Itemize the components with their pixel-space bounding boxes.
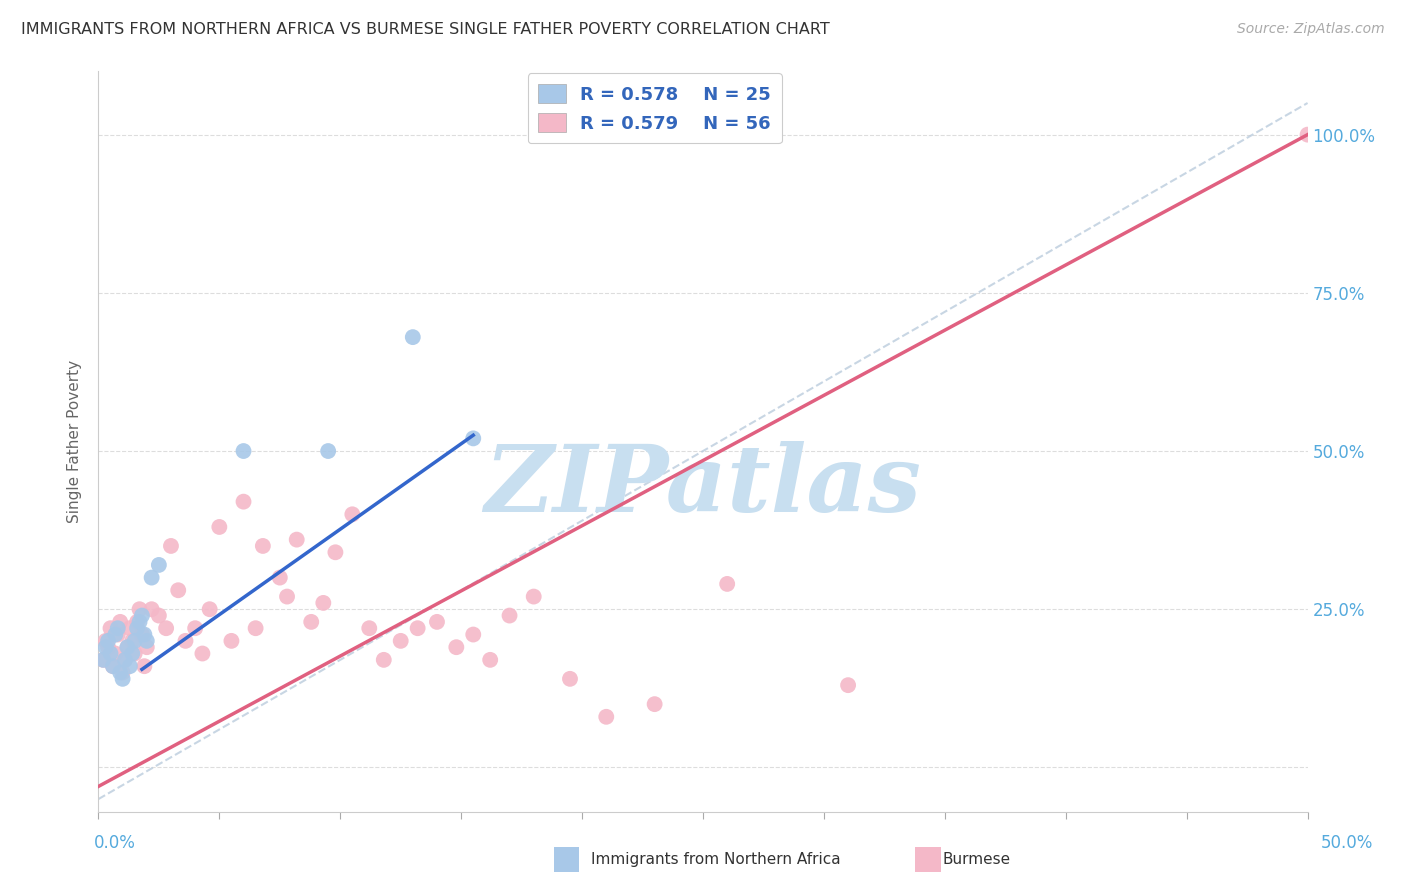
Point [155, 621, 177, 635]
Text: IMMIGRANTS FROM NORTHERN AFRICA VS BURMESE SINGLE FATHER POVERTY CORRELATION CHA: IMMIGRANTS FROM NORTHERN AFRICA VS BURME… [21, 22, 830, 37]
Text: 0.0%: 0.0% [94, 834, 136, 852]
Point [252, 539, 274, 553]
Text: Immigrants from Northern Africa: Immigrants from Northern Africa [591, 853, 841, 867]
Point [644, 697, 666, 711]
Point [104, 627, 127, 641]
Point [1296, 128, 1319, 142]
Point [312, 596, 335, 610]
Point [463, 431, 485, 445]
Point [101, 659, 124, 673]
Point [124, 633, 146, 648]
Point [184, 621, 207, 635]
Point [134, 659, 156, 673]
Point [198, 602, 221, 616]
Point [446, 640, 468, 655]
Point [100, 647, 122, 661]
Point [127, 615, 149, 629]
Point [101, 659, 124, 673]
Y-axis label: Single Father Poverty: Single Father Poverty [67, 360, 83, 523]
Point [245, 621, 267, 635]
Point [128, 615, 150, 629]
Point [595, 710, 617, 724]
Point [221, 633, 243, 648]
Point [325, 545, 347, 559]
Point [135, 640, 157, 655]
Point [141, 571, 163, 585]
Point [316, 444, 339, 458]
Point [299, 615, 322, 629]
Text: Burmese: Burmese [942, 853, 1010, 867]
Point [107, 627, 129, 641]
Point [373, 653, 395, 667]
Point [269, 571, 291, 585]
Point [148, 608, 170, 623]
Point [402, 330, 425, 344]
Point [94, 633, 117, 648]
Point [406, 621, 429, 635]
Point [117, 640, 139, 655]
Text: 50.0%: 50.0% [1320, 834, 1374, 852]
Point [716, 577, 738, 591]
Point [97, 633, 120, 648]
Point [114, 653, 136, 667]
Point [276, 590, 298, 604]
Point [342, 508, 364, 522]
Point [167, 583, 190, 598]
Point [108, 615, 131, 629]
Point [160, 539, 183, 553]
Point [134, 627, 156, 641]
Point [107, 621, 129, 635]
Point [91, 653, 114, 667]
Text: Source: ZipAtlas.com: Source: ZipAtlas.com [1237, 22, 1385, 37]
Point [127, 621, 149, 635]
Point [359, 621, 381, 635]
Point [111, 672, 134, 686]
Point [97, 640, 120, 655]
Point [104, 647, 127, 661]
Point [128, 602, 150, 616]
Point [91, 653, 114, 667]
Point [479, 653, 502, 667]
Point [174, 633, 197, 648]
Point [131, 608, 153, 623]
Text: ZIPatlas: ZIPatlas [485, 441, 921, 531]
Point [124, 647, 146, 661]
Point [285, 533, 308, 547]
Point [111, 665, 134, 680]
Point [114, 653, 136, 667]
Point [463, 627, 485, 641]
Point [135, 633, 157, 648]
Point [94, 640, 117, 655]
Point [558, 672, 581, 686]
Point [148, 558, 170, 572]
Point [131, 627, 153, 641]
Point [108, 665, 131, 680]
Point [100, 621, 122, 635]
Point [426, 615, 449, 629]
Point [117, 640, 139, 655]
Point [498, 608, 520, 623]
Point [232, 494, 254, 508]
Point [837, 678, 859, 692]
Point [191, 647, 214, 661]
Point [118, 659, 141, 673]
Point [389, 633, 412, 648]
Point [118, 621, 141, 635]
Point [208, 520, 231, 534]
Point [121, 633, 143, 648]
Point [523, 590, 546, 604]
Point [141, 602, 163, 616]
Legend: R = 0.578    N = 25, R = 0.579    N = 56: R = 0.578 N = 25, R = 0.579 N = 56 [527, 73, 782, 144]
Point [232, 444, 254, 458]
Point [121, 647, 143, 661]
